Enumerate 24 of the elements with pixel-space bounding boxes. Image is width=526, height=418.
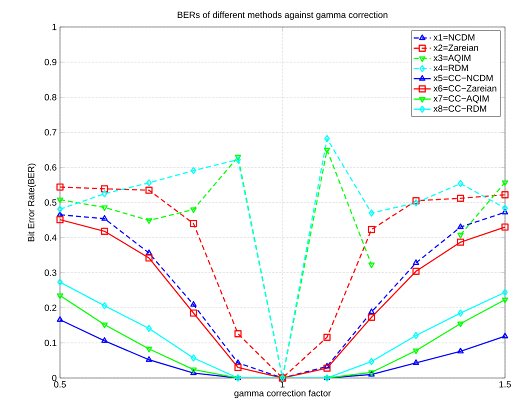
legend-label: x5=CC−NCDM — [433, 74, 493, 82]
x-tick-label: 1.5 — [499, 381, 511, 388]
y-axis-title: Bit Error Rate(BER) — [28, 164, 36, 242]
y-tick-label: 0.1 — [44, 340, 56, 346]
y-tick-label: 0.7 — [44, 129, 56, 136]
legend-label: x8=CC−RDM — [433, 105, 486, 112]
y-tick-label: 1 — [52, 24, 56, 30]
y-tick-label: 0.5 — [44, 199, 56, 206]
y-tick-label: 0 — [52, 374, 56, 382]
chart-title: BERs of different methods against gamma correction — [178, 11, 388, 20]
x-tick-label: 1 — [280, 381, 285, 388]
y-tick-label: 0.4 — [44, 234, 57, 241]
legend-label: x6=CC−Zareian — [433, 84, 496, 92]
legend-label: x3=AQIM — [433, 54, 470, 63]
y-tick-label: 0.8 — [44, 94, 56, 100]
legend-label: x7=CC−AQIM — [433, 95, 489, 104]
y-tick-label: 0.9 — [44, 58, 56, 66]
y-tick-label: 0.3 — [44, 270, 56, 276]
y-tick-label: 0.2 — [44, 304, 56, 311]
x-axis-title: gamma correction factor — [234, 390, 331, 398]
legend-label: x1=NCDM — [433, 34, 474, 41]
legend-label: x2=Zareian — [433, 44, 478, 51]
y-tick-label: 0.6 — [44, 164, 56, 171]
legend-label: x4=RDM — [433, 64, 468, 71]
